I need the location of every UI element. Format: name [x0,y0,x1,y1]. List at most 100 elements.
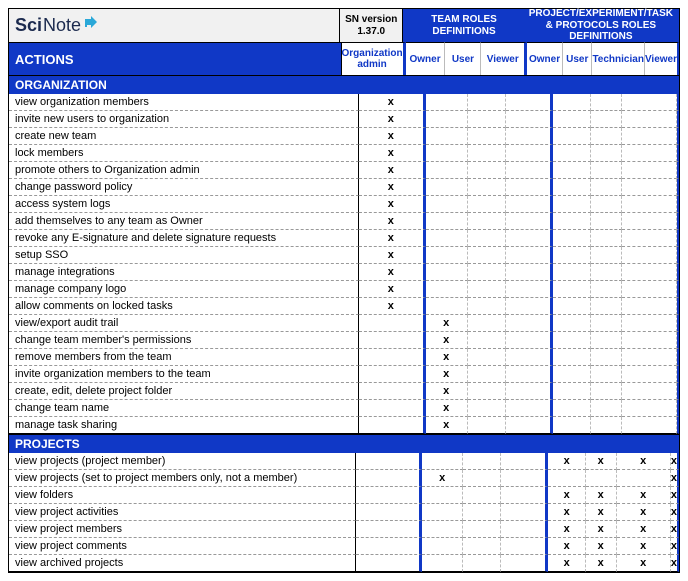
cell-p_tech: x [617,453,671,470]
cell-t_user [468,400,506,417]
cell-t_viewer [501,538,548,555]
cell-p_viewer: x [671,521,679,538]
cell-t_owner [426,298,468,315]
cell-p_user [591,417,622,434]
row-label: remove members from the team [9,349,359,366]
cell-p_owner [548,470,586,487]
cell-t_viewer [506,417,554,434]
cell-p_viewer [677,162,679,179]
table-row: view projects (project member)xxxx [9,453,679,470]
cell-p_user [591,213,622,230]
cell-t_user [463,538,501,555]
cell-t_viewer [501,453,548,470]
cell-t_user [468,213,506,230]
cell-p_user [591,349,622,366]
col-proj-tech: Technician [592,42,645,75]
cell-p_viewer: x [671,470,679,487]
cell-p_tech [622,366,677,383]
cell-p_user [591,264,622,281]
row-label: add themselves to any team as Owner [9,213,359,230]
cell-t_viewer [506,349,554,366]
table-row: allow comments on locked tasksx [9,298,679,315]
cell-t_viewer [506,196,554,213]
cell-t_owner [426,128,468,145]
cell-t_user [468,111,506,128]
row-label: view project comments [9,538,356,555]
cell-p_user: x [586,487,617,504]
logo-cell: SciNote [9,9,340,42]
cell-t_owner [426,94,468,111]
cell-t_viewer [506,264,554,281]
row-label: view folders [9,487,356,504]
cell-p_viewer [677,213,679,230]
cell-p_tech [622,332,677,349]
cell-t_viewer [506,383,554,400]
cell-p_user: x [586,453,617,470]
cell-t_owner [422,538,463,555]
cell-p_owner [553,281,591,298]
cell-t_viewer [506,162,554,179]
cell-t_user [468,196,506,213]
cell-t_user [463,504,501,521]
cell-t_user [468,349,506,366]
cell-t_viewer [501,555,548,572]
table-row: create, edit, delete project folderx [9,383,679,400]
cell-t_owner [422,487,463,504]
cell-p_tech [622,230,677,247]
row-label: revoke any E-signature and delete signat… [9,230,359,247]
cell-p_user [586,470,617,487]
version-cell: SN version 1.37.0 [340,9,403,42]
cell-p_owner: x [548,487,586,504]
cell-p_tech: x [617,504,671,521]
cell-t_user [468,383,506,400]
cell-orgadmin [356,504,422,521]
row-label: view archived projects [9,555,356,572]
cell-p_owner [553,230,591,247]
cell-t_owner [426,213,468,230]
cell-orgadmin: x [359,264,426,281]
table-row: promote others to Organization adminx [9,162,679,179]
cell-t_viewer [506,247,554,264]
row-label: lock members [9,145,359,162]
col-proj-owner: Owner [527,42,563,75]
col-team-viewer: Viewer [481,42,527,75]
cell-orgadmin: x [359,94,426,111]
cell-orgadmin [356,521,422,538]
cell-t_owner [426,111,468,128]
table-row: manage task sharingx [9,417,679,434]
cell-t_user [468,264,506,281]
cell-t_viewer [506,332,554,349]
row-label: promote others to Organization admin [9,162,359,179]
cell-t_viewer [506,179,554,196]
cell-p_tech [617,470,671,487]
cell-t_owner [426,179,468,196]
cell-p_tech [622,162,677,179]
row-label: manage company logo [9,281,359,298]
cell-orgadmin [359,349,426,366]
cell-p_tech: x [617,487,671,504]
cell-p_tech [622,264,677,281]
cell-t_user [468,366,506,383]
brand-sci: Sci [15,15,42,36]
cell-p_tech [622,111,677,128]
cell-p_owner [553,162,591,179]
cell-p_tech [622,281,677,298]
permissions-table: SciNote SN version 1.37.0 TEAM ROLES DEF… [8,8,680,573]
cell-p_viewer [677,128,679,145]
cell-orgadmin [359,400,426,417]
cell-t_user [468,94,506,111]
col-team-owner: Owner [406,42,446,75]
cell-t_owner [426,145,468,162]
cell-orgadmin: x [359,298,426,315]
cell-orgadmin [359,366,426,383]
section-header: PROJECTS [9,434,679,453]
cell-p_viewer [677,383,679,400]
cell-p_viewer [677,179,679,196]
cell-t_user [468,281,506,298]
cell-t_viewer [506,94,554,111]
cell-orgadmin: x [359,162,426,179]
brand-note: Note [43,15,81,36]
row-label: invite new users to organization [9,111,359,128]
cell-t_owner: x [426,417,468,434]
cell-p_owner: x [548,504,586,521]
